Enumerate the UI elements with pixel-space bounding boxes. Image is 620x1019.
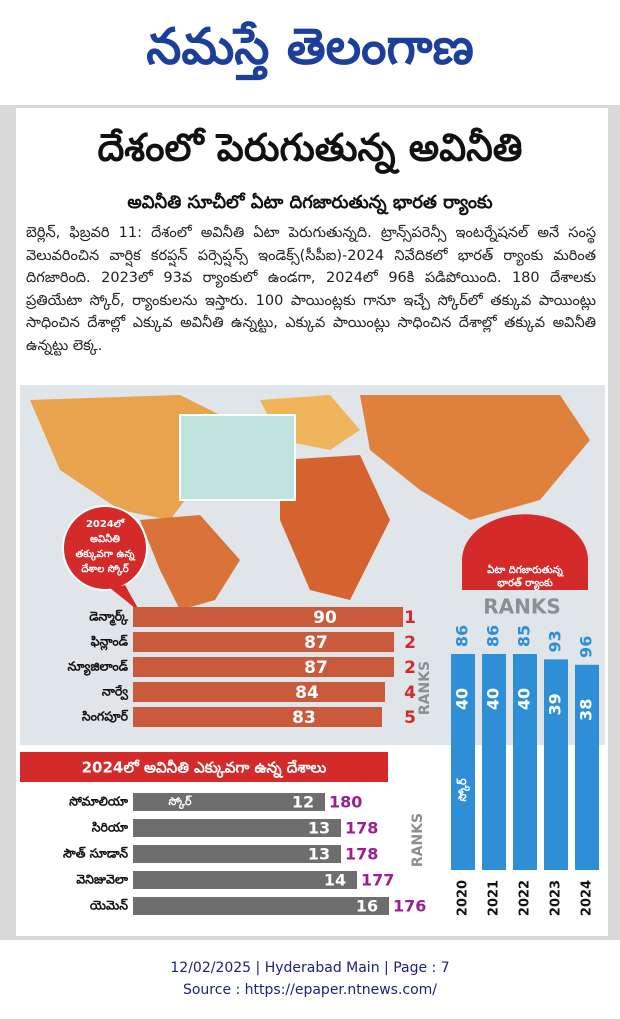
score-label: 40 — [515, 688, 534, 710]
score-bar — [544, 659, 568, 870]
score-label: 39 — [546, 693, 565, 715]
score-label: 87 — [304, 633, 328, 653]
map-asia — [360, 395, 590, 520]
footer-source: Source : https://epaper.ntnews.com/ — [183, 982, 437, 998]
score-bar — [451, 654, 475, 870]
score-label: 40 — [484, 688, 503, 710]
india-callout-text: భారత్ ర్యాంకు — [497, 577, 553, 591]
callout-text: తక్కువగా ఉన్న — [76, 549, 136, 561]
score-bar — [133, 845, 341, 863]
score-bar — [513, 654, 537, 870]
country-label: సింగపూర్ — [82, 709, 129, 724]
year-label: 2024 — [580, 880, 595, 916]
score-label: 13 — [308, 819, 330, 838]
score-label: 14 — [324, 871, 346, 890]
score-label: 38 — [577, 699, 596, 721]
country-label: వెనిజువెలా — [76, 872, 129, 887]
country-label: సౌత్ సూడాన్ — [63, 846, 128, 861]
score-label: 84 — [295, 683, 319, 703]
country-label: సోమాలియా — [69, 794, 129, 809]
rank-label: 2 — [404, 658, 416, 678]
headline: దేశంలో పెరుగుతున్న అవినీతి — [97, 126, 522, 175]
rank-label: 176 — [393, 897, 426, 916]
handshake-image — [179, 414, 296, 501]
score-bar — [133, 607, 403, 627]
india-callout — [462, 514, 588, 590]
rank-label: 178 — [345, 845, 378, 864]
score-bar — [133, 871, 357, 889]
map-south-america — [140, 515, 240, 610]
year-label: 2023 — [549, 880, 564, 916]
ranks-label: RANKS — [417, 661, 433, 715]
score-bar — [575, 664, 599, 870]
score-label: 40 — [453, 688, 472, 710]
score-bar — [133, 897, 389, 915]
footer-line: 12/02/2025 | Hyderabad Main | Page : 7 — [170, 960, 449, 976]
country-label: న్యూజిలాండ్ — [67, 659, 128, 677]
rank-label: 85 — [515, 625, 534, 647]
subheadline: అవినీతి సూచీలో ఏటా దిగజారుతున్న భారత ర్య… — [127, 192, 492, 216]
ranks-label: RANKS — [410, 813, 426, 867]
india-callout-text: ఏటా దిగజారుతున్న — [487, 564, 564, 577]
rank-label: 4 — [404, 683, 416, 703]
score-bar — [482, 654, 506, 870]
rank-label: 86 — [453, 625, 472, 647]
year-label: 2022 — [518, 880, 533, 916]
article-body: బెర్లిన్, ఫిబ్రవరి 11: దేశంలో అవినీతి ఏట… — [26, 225, 596, 354]
score-label: 83 — [292, 708, 316, 728]
score-bar — [133, 682, 385, 702]
callout-text: 2024లో — [86, 517, 126, 530]
score-bar — [133, 632, 394, 652]
score-caption: స్కోర్ — [169, 795, 192, 809]
callout-text: దేశాల స్కోర్ — [81, 563, 129, 576]
country-label: సిరియా — [92, 820, 129, 835]
score-bar — [133, 819, 341, 837]
ranks-label: RANKS — [483, 595, 561, 619]
year-label: 2021 — [487, 880, 502, 916]
rank-label: 1 — [404, 608, 416, 628]
callout-bubble — [62, 505, 148, 591]
rank-label: 5 — [404, 708, 416, 728]
heading: 2024లో అవినీతి ఎక్కువగా ఉన్న దేశాలు — [82, 759, 327, 779]
masthead: నమస్తే తెలంగాణ — [146, 18, 474, 81]
rank-label: 93 — [546, 630, 565, 652]
score-label: 90 — [313, 608, 337, 628]
score-label: 13 — [308, 845, 330, 864]
rank-label: 180 — [329, 793, 362, 812]
country-label: డెన్మార్క్ — [89, 609, 129, 627]
country-label: నార్వే — [102, 684, 128, 701]
score-bar — [133, 707, 382, 727]
score-bar — [133, 793, 325, 811]
score-caption: స్కోర్ — [456, 778, 470, 801]
callout-pointer — [110, 585, 140, 612]
rank-label: 96 — [577, 636, 596, 658]
country-label: ఫిన్లాండ్ — [91, 634, 129, 651]
year-label: 2020 — [456, 880, 471, 916]
heading-banner — [20, 752, 388, 782]
score-label: 12 — [292, 793, 314, 812]
score-bar — [133, 657, 394, 677]
rank-label: 178 — [345, 819, 378, 838]
rank-label: 177 — [361, 871, 394, 890]
rank-label: 86 — [484, 625, 503, 647]
callout-text: అవినీతి — [90, 532, 120, 545]
score-label: 16 — [356, 897, 378, 916]
rank-label: 2 — [404, 633, 416, 653]
country-label: యెమెన్ — [90, 898, 128, 913]
map-africa — [280, 455, 390, 600]
score-label: 87 — [304, 658, 328, 678]
